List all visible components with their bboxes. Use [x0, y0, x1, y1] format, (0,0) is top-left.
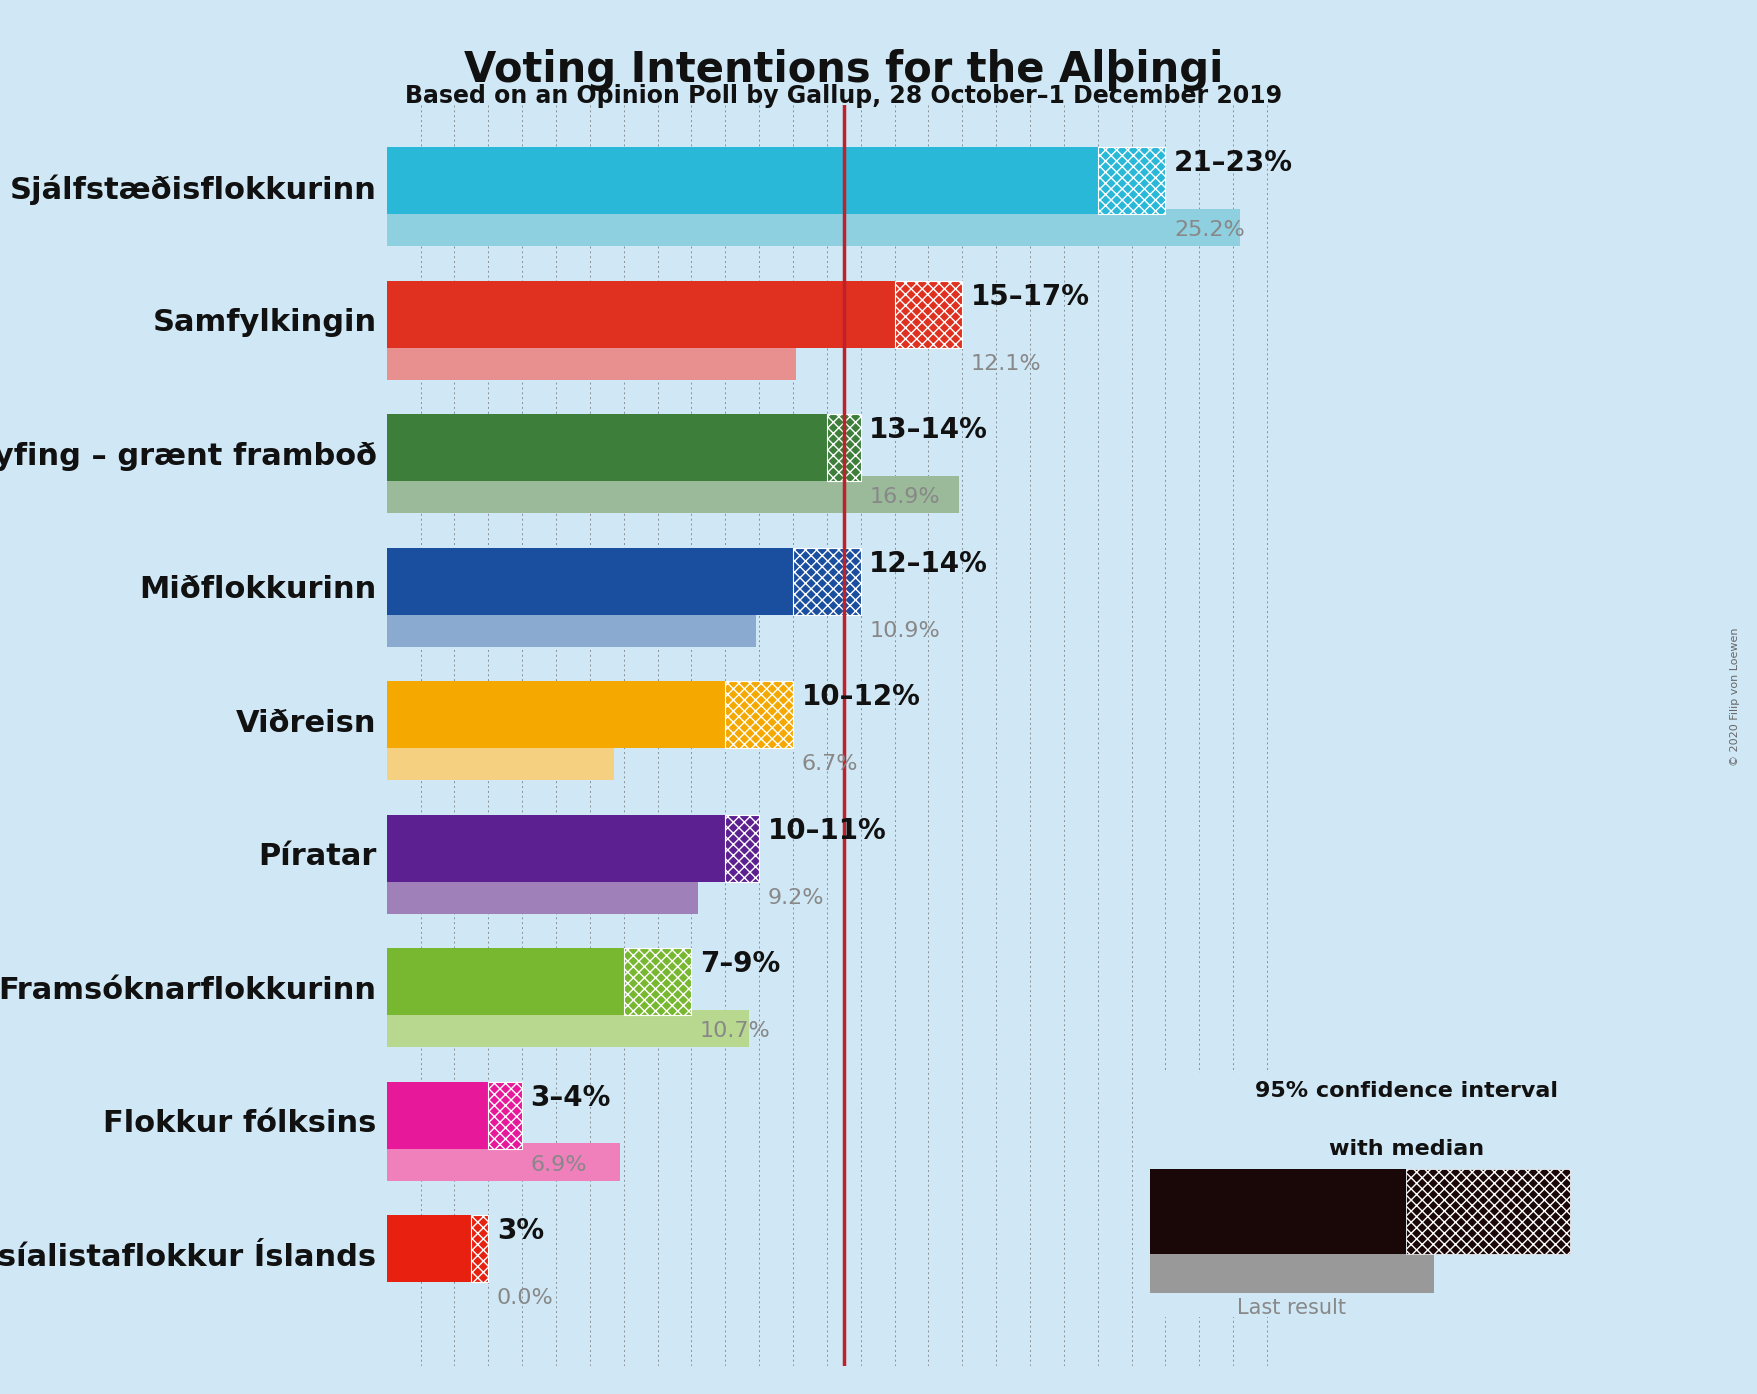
Text: Píratar: Píratar [258, 842, 376, 871]
Text: 9.2%: 9.2% [768, 888, 824, 907]
Bar [387, 342, 796, 379]
Text: 10.7%: 10.7% [699, 1020, 770, 1041]
Bar [387, 1216, 471, 1282]
Bar [1149, 1255, 1434, 1294]
Bar [387, 148, 1096, 215]
Text: with median: with median [1328, 1139, 1483, 1160]
Text: 0.0%: 0.0% [497, 1288, 553, 1308]
Bar [387, 1143, 620, 1181]
Bar [624, 948, 691, 1015]
Text: 6.9%: 6.9% [531, 1154, 587, 1175]
Text: Voting Intentions for the Alþingi: Voting Intentions for the Alþingi [464, 49, 1223, 91]
Bar [1096, 148, 1165, 215]
Text: Last result: Last result [1237, 1298, 1346, 1317]
Bar [387, 948, 624, 1015]
Text: 3%: 3% [497, 1217, 543, 1245]
Text: 12–14%: 12–14% [868, 549, 987, 577]
Text: Flokkur fólksins: Flokkur fólksins [104, 1110, 376, 1139]
Bar [1149, 1168, 1406, 1255]
Bar [387, 814, 726, 881]
Text: 10–12%: 10–12% [801, 683, 921, 711]
Text: 95% confidence interval: 95% confidence interval [1254, 1080, 1557, 1101]
Text: 10–11%: 10–11% [768, 817, 886, 845]
Bar [726, 814, 759, 881]
Text: 12.1%: 12.1% [970, 354, 1040, 374]
Bar [387, 209, 1239, 247]
Text: Vinstrihreyfing – grænt framboð: Vinstrihreyfing – grænt framboð [0, 442, 376, 471]
Text: 3–4%: 3–4% [531, 1083, 611, 1112]
Text: 25.2%: 25.2% [1174, 220, 1244, 240]
Text: 10.9%: 10.9% [868, 620, 940, 640]
Bar [387, 682, 726, 749]
Bar [726, 682, 792, 749]
Bar [387, 743, 613, 781]
Text: Samfylkingin: Samfylkingin [153, 308, 376, 337]
Bar [792, 548, 861, 615]
Bar [826, 414, 861, 481]
Bar [387, 609, 756, 647]
Text: Sjálfstæðisflokkurinn: Sjálfstæðisflokkurinn [11, 174, 376, 205]
Text: 21–23%: 21–23% [1174, 149, 1291, 177]
Text: Miðflokkurinn: Miðflokkurinn [139, 576, 376, 605]
Bar [387, 548, 792, 615]
Bar [387, 877, 698, 913]
Text: © 2020 Filip von Loewen: © 2020 Filip von Loewen [1729, 627, 1739, 767]
Text: Viðreisn: Viðreisn [235, 708, 376, 737]
Text: 15–17%: 15–17% [970, 283, 1089, 311]
Text: Sósíalistaflokkur Íslands: Sósíalistaflokkur Íslands [0, 1243, 376, 1271]
Bar [387, 414, 826, 481]
Text: Based on an Opinion Poll by Gallup, 28 October–1 December 2019: Based on an Opinion Poll by Gallup, 28 O… [406, 84, 1281, 107]
Text: 6.7%: 6.7% [801, 754, 857, 774]
Bar [387, 1009, 748, 1047]
Text: 7–9%: 7–9% [699, 951, 780, 979]
Bar [387, 280, 894, 347]
Bar [471, 1216, 488, 1282]
Bar [488, 1082, 522, 1149]
Text: Framsóknarflokkurinn: Framsóknarflokkurinn [0, 976, 376, 1005]
Bar [387, 1082, 488, 1149]
Text: 13–14%: 13–14% [868, 417, 987, 445]
Bar [894, 280, 961, 347]
Bar [387, 475, 958, 513]
Bar [1406, 1168, 1569, 1255]
Text: 16.9%: 16.9% [868, 487, 940, 507]
